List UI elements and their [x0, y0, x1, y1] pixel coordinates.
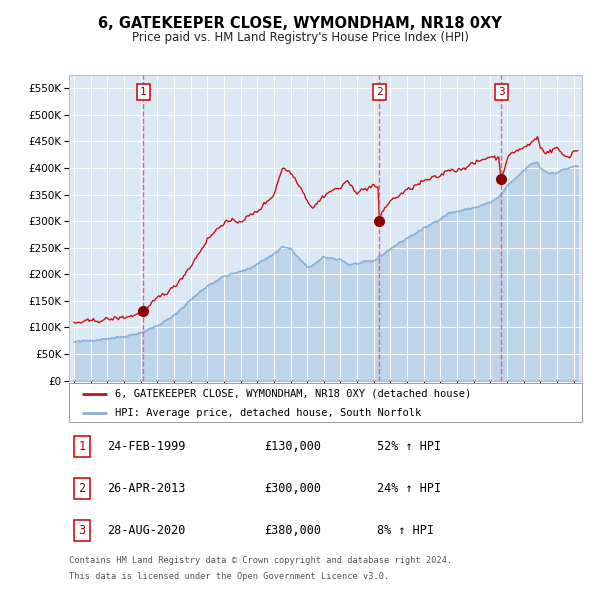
- Text: 8% ↑ HPI: 8% ↑ HPI: [377, 524, 434, 537]
- Text: This data is licensed under the Open Government Licence v3.0.: This data is licensed under the Open Gov…: [69, 572, 389, 581]
- Text: Price paid vs. HM Land Registry's House Price Index (HPI): Price paid vs. HM Land Registry's House …: [131, 31, 469, 44]
- Text: HPI: Average price, detached house, South Norfolk: HPI: Average price, detached house, Sout…: [115, 408, 421, 418]
- Text: 3: 3: [498, 87, 505, 97]
- Text: 2: 2: [376, 87, 383, 97]
- Text: £130,000: £130,000: [264, 440, 321, 453]
- Text: 3: 3: [78, 524, 85, 537]
- Text: 24-FEB-1999: 24-FEB-1999: [107, 440, 186, 453]
- Text: £380,000: £380,000: [264, 524, 321, 537]
- Text: Contains HM Land Registry data © Crown copyright and database right 2024.: Contains HM Land Registry data © Crown c…: [69, 556, 452, 565]
- Text: 6, GATEKEEPER CLOSE, WYMONDHAM, NR18 0XY (detached house): 6, GATEKEEPER CLOSE, WYMONDHAM, NR18 0XY…: [115, 389, 472, 399]
- Text: 24% ↑ HPI: 24% ↑ HPI: [377, 482, 441, 495]
- Text: £300,000: £300,000: [264, 482, 321, 495]
- Text: 6, GATEKEEPER CLOSE, WYMONDHAM, NR18 0XY: 6, GATEKEEPER CLOSE, WYMONDHAM, NR18 0XY: [98, 16, 502, 31]
- Text: 26-APR-2013: 26-APR-2013: [107, 482, 186, 495]
- Text: 2: 2: [78, 482, 85, 495]
- Text: 1: 1: [78, 440, 85, 453]
- Text: 28-AUG-2020: 28-AUG-2020: [107, 524, 186, 537]
- Text: 1: 1: [140, 87, 146, 97]
- Text: 52% ↑ HPI: 52% ↑ HPI: [377, 440, 441, 453]
